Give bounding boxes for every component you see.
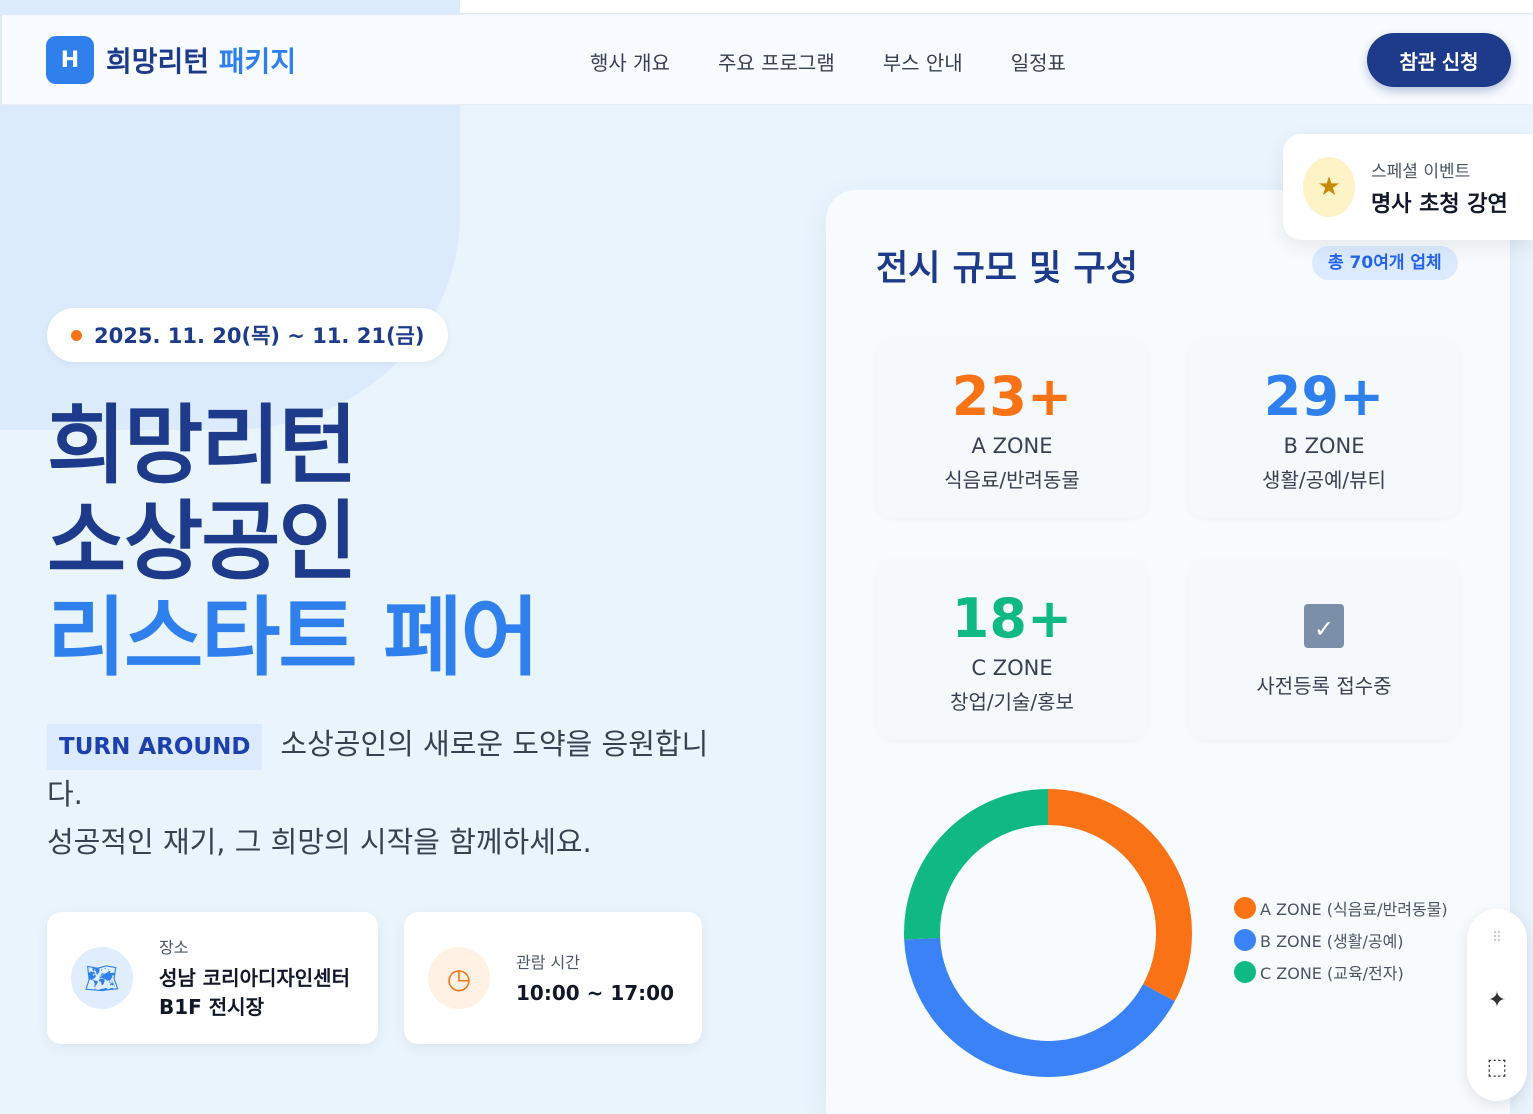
desc-line-2: 성공적인 재기, 그 희망의 시작을 함께하세요.	[47, 825, 592, 859]
star-icon: ★	[1303, 157, 1355, 217]
legend-label: B ZONE (생활/공예)	[1260, 932, 1404, 951]
total-badge: 총 70여개 업체	[1312, 246, 1458, 280]
legend-label: C ZONE (교육/전자)	[1260, 964, 1404, 983]
logo[interactable]: H 희망리턴 패키지	[46, 36, 296, 84]
zone-b-count: 29+	[1263, 365, 1385, 428]
clock-icon: ◷	[428, 947, 490, 1009]
select-area-icon[interactable]: ⬚	[1486, 1055, 1508, 1080]
header: H 희망리턴 패키지 행사 개요 주요 프로그램 부스 안내 일정표 참관 신청	[2, 15, 1533, 105]
sparkle-icon[interactable]: ✦	[1487, 988, 1507, 1013]
nav-overview[interactable]: 행사 개요	[590, 51, 670, 75]
zone-a-card: 23+ A ZONE 식음료/반려동물	[876, 336, 1148, 518]
zone-a-category: 식음료/반려동물	[944, 468, 1080, 492]
legend-swatch	[1234, 897, 1256, 919]
map-icon: 🗺	[71, 947, 133, 1009]
zone-c-card: 18+ C ZONE 창업/기술/홍보	[876, 558, 1148, 740]
register-status: 사전등록 접수중	[1256, 674, 1392, 698]
zone-a-count: 23+	[951, 365, 1073, 428]
hero-description: TURN AROUND 소상공인의 새로운 도약을 응원합니다. 성공적인 재기,…	[47, 720, 727, 866]
title-line-3: 리스타트 페어	[47, 588, 540, 688]
time-label: 관람 시간	[516, 952, 580, 972]
register-button[interactable]: 참관 신청	[1367, 33, 1511, 87]
place-value: 성남 코리아디자인센터	[159, 966, 350, 990]
title-line-1: 희망리턴	[47, 396, 357, 496]
zone-donut-chart	[904, 789, 1192, 1077]
special-label: 스페셜 이벤트	[1371, 161, 1471, 182]
panel-title: 전시 규모 및 구성	[876, 249, 1138, 289]
special-event-card: ★ 스페셜 이벤트 명사 초청 강연	[1283, 134, 1533, 240]
nav-programs[interactable]: 주요 프로그램	[717, 51, 835, 75]
place-label: 장소	[159, 938, 189, 957]
time-card: ◷ 관람 시간 10:00 ~ 17:00	[404, 912, 702, 1044]
donut-slice-2	[904, 789, 1049, 940]
zone-c-count: 18+	[951, 587, 1073, 650]
drag-handle-icon[interactable]: ⠿	[1491, 930, 1503, 946]
legend-item-a: A ZONE (식음료/반려동물)	[1234, 892, 1448, 924]
turn-around-badge: TURN AROUND	[47, 724, 263, 770]
logo-accent: 패키지	[218, 45, 297, 78]
event-date: 2025. 11. 20(목) ~ 11. 21(금)	[94, 324, 425, 348]
chart-legend: A ZONE (식음료/반려동물) B ZONE (생활/공예) C ZONE …	[1234, 892, 1448, 988]
donut-slice-1	[904, 937, 1175, 1077]
legend-label: A ZONE (식음료/반려동물)	[1260, 900, 1448, 919]
logo-text: 희망리턴	[106, 45, 210, 78]
desc-line-1: 소상공인의 새로운 도약을 응원합니다.	[47, 727, 709, 811]
main-nav: 행사 개요 주요 프로그램 부스 안내 일정표	[590, 47, 1066, 76]
hero-title: 희망리턴 소상공인 리스타트 페어	[47, 396, 540, 688]
time-value: 10:00 ~ 17:00	[516, 980, 675, 1005]
legend-swatch	[1234, 929, 1256, 951]
zone-b-card: 29+ B ZONE 생활/공예/뷰티	[1188, 336, 1460, 518]
zone-b-name: B ZONE	[1283, 434, 1365, 458]
floating-toolbar: ⠿ ✦ ⬚	[1467, 909, 1527, 1101]
zone-c-category: 창업/기술/홍보	[950, 690, 1074, 714]
place-value-floor: B1F 전시장	[159, 995, 264, 1019]
nav-booths[interactable]: 부스 안내	[882, 51, 963, 75]
date-badge: 2025. 11. 20(목) ~ 11. 21(금)	[47, 308, 449, 362]
legend-swatch	[1234, 961, 1256, 983]
legend-item-b: B ZONE (생활/공예)	[1234, 924, 1448, 956]
donut-slice-0	[1047, 789, 1192, 1002]
place-card: 🗺 장소 성남 코리아디자인센터 B1F 전시장	[47, 912, 378, 1044]
register-status-card: ✓ 사전등록 접수중	[1188, 558, 1460, 740]
special-title: 명사 초청 강연	[1371, 191, 1508, 217]
nav-schedule[interactable]: 일정표	[1010, 51, 1066, 75]
zone-c-name: C ZONE	[971, 656, 1053, 680]
dot-icon	[71, 329, 82, 341]
zone-a-name: A ZONE	[971, 434, 1053, 458]
logo-mark: H	[46, 36, 94, 84]
title-line-2: 소상공인	[47, 492, 357, 592]
legend-item-c: C ZONE (교육/전자)	[1234, 956, 1448, 988]
zone-b-category: 생활/공예/뷰티	[1262, 468, 1386, 492]
calendar-check-icon: ✓	[1304, 604, 1344, 648]
